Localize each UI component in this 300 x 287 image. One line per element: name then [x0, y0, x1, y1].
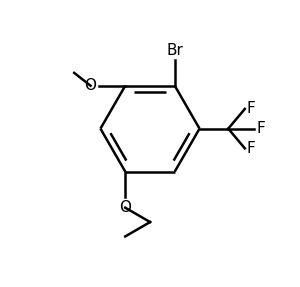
- Text: F: F: [256, 121, 265, 136]
- Text: F: F: [247, 141, 256, 156]
- Text: O: O: [119, 200, 131, 215]
- Text: Br: Br: [166, 43, 183, 58]
- Text: methoxy: methoxy: [39, 56, 106, 71]
- Text: O: O: [85, 78, 97, 93]
- Text: F: F: [247, 101, 256, 117]
